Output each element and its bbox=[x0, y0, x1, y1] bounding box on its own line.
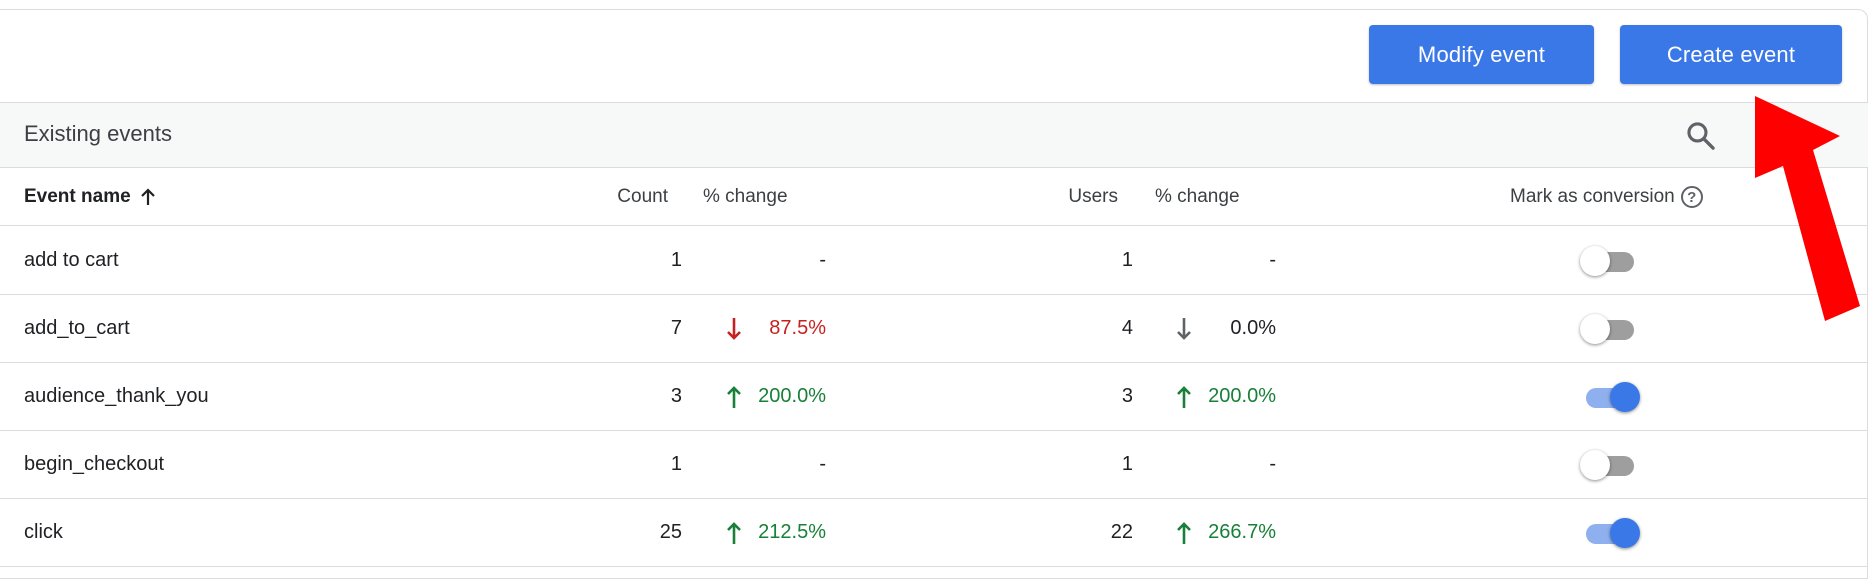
conversion-toggle[interactable] bbox=[1580, 447, 1640, 483]
table-row: add_to_cart 7 87.5% 4 0.0% bbox=[0, 295, 1868, 363]
help-icon[interactable]: ? bbox=[1680, 186, 1703, 208]
event-name-header-label: Event name bbox=[24, 186, 131, 207]
count-change-cell: 212.5% bbox=[758, 521, 826, 543]
search-icon[interactable] bbox=[1684, 119, 1718, 153]
event-name-cell[interactable]: begin_checkout bbox=[24, 453, 165, 475]
users-cell: 3 bbox=[1121, 385, 1133, 407]
table-row: add to cart 1 - 1 - bbox=[0, 227, 1868, 295]
users-change-cell: 266.7% bbox=[1208, 521, 1276, 543]
table-row: click 25 212.5% 22 266.7% bbox=[0, 499, 1868, 567]
users-change-cell: - bbox=[1269, 453, 1276, 475]
users-cell: 1 bbox=[1121, 453, 1133, 475]
count-header[interactable]: Count bbox=[617, 186, 668, 207]
table-toolbar: Existing events bbox=[0, 103, 1868, 168]
users-change-cell: 0.0% bbox=[1230, 317, 1276, 339]
count-change-cell: 87.5% bbox=[769, 317, 826, 339]
toggle-knob bbox=[1610, 382, 1640, 412]
create-event-button[interactable]: Create event bbox=[1620, 25, 1842, 84]
toggle-knob bbox=[1580, 314, 1610, 344]
users-cell: 4 bbox=[1121, 317, 1133, 339]
modify-event-button[interactable]: Modify event bbox=[1369, 25, 1594, 84]
conversion-toggle[interactable] bbox=[1580, 243, 1640, 279]
conversion-toggle[interactable] bbox=[1580, 311, 1640, 347]
count-change-cell: 200.0% bbox=[758, 385, 826, 407]
users-cell: 1 bbox=[1121, 249, 1133, 271]
count-trend-arrow-icon bbox=[727, 318, 741, 340]
table-row: begin_checkout 1 - 1 - bbox=[0, 431, 1868, 499]
table-header: Event name Count % change Users % change… bbox=[0, 168, 1868, 226]
count-change-header[interactable]: % change bbox=[703, 186, 788, 207]
users-change-cell: - bbox=[1269, 249, 1276, 271]
count-cell: 7 bbox=[670, 317, 682, 339]
count-cell: 1 bbox=[670, 249, 682, 271]
annotation-arrow-icon bbox=[1755, 96, 1860, 321]
event-name-cell[interactable]: audience_thank_you bbox=[24, 385, 209, 407]
toggle-knob bbox=[1610, 518, 1640, 548]
count-change-cell: - bbox=[819, 453, 826, 475]
conversion-toggle[interactable] bbox=[1580, 515, 1640, 551]
count-cell: 1 bbox=[670, 453, 682, 475]
event-name-cell[interactable]: add_to_cart bbox=[24, 317, 130, 339]
users-change-cell: 200.0% bbox=[1208, 385, 1276, 407]
toggle-knob bbox=[1580, 450, 1610, 480]
count-cell: 3 bbox=[670, 385, 682, 407]
mark-conversion-header: Mark as conversion ? bbox=[1510, 186, 1703, 208]
event-name-cell[interactable]: click bbox=[24, 521, 63, 543]
toggle-knob bbox=[1580, 246, 1610, 276]
count-trend-arrow-icon bbox=[727, 386, 741, 408]
mark-conversion-header-label: Mark as conversion bbox=[1510, 186, 1675, 207]
table-row: audience_thank_you 3 200.0% 3 200.0% bbox=[0, 363, 1868, 431]
users-trend-arrow-icon bbox=[1177, 318, 1191, 340]
table-title: Existing events bbox=[24, 121, 172, 146]
event-name-header[interactable]: Event name bbox=[24, 186, 157, 208]
users-cell: 22 bbox=[1110, 521, 1133, 543]
users-change-header[interactable]: % change bbox=[1155, 186, 1240, 207]
users-trend-arrow-icon bbox=[1177, 522, 1191, 544]
conversion-toggle[interactable] bbox=[1580, 379, 1640, 415]
sort-up-arrow-icon bbox=[140, 188, 155, 205]
users-trend-arrow-icon bbox=[1177, 386, 1191, 408]
count-trend-arrow-icon bbox=[727, 522, 741, 544]
event-name-cell[interactable]: add to cart bbox=[24, 249, 119, 271]
users-header[interactable]: Users bbox=[1068, 186, 1118, 207]
count-cell: 25 bbox=[659, 521, 682, 543]
top-action-bar: Modify event Create event bbox=[0, 9, 1868, 103]
count-change-cell: - bbox=[819, 249, 826, 271]
